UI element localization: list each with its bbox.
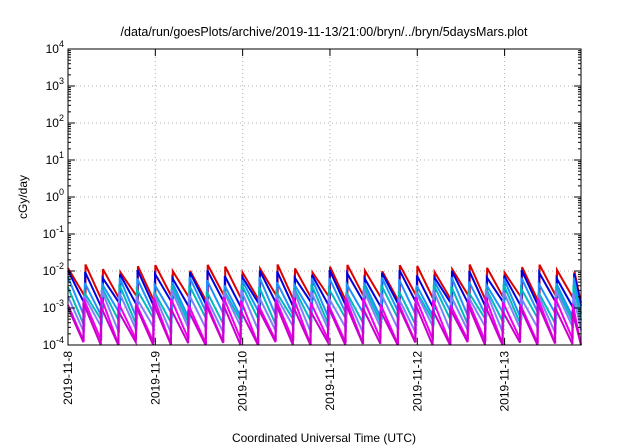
x-tick-label: 2019-11-11 [323, 351, 337, 411]
y-axis-label: cGy/day [16, 175, 30, 219]
y-tick-label: 104 [46, 39, 64, 56]
x-axis-label: Coordinated Universal Time (UTC) [232, 431, 416, 445]
y-tick-label: 10-1 [43, 224, 64, 241]
x-tick-label: 2019-11-12 [410, 351, 424, 412]
y-tick-label: 100 [46, 187, 64, 204]
y-tick-label: 10-2 [43, 261, 64, 278]
x-tick-label: 2019-11-8 [61, 351, 75, 405]
series-line [67, 302, 582, 347]
series-group [67, 264, 582, 347]
y-tick-label: 10-4 [43, 335, 64, 352]
y-tick-label: 101 [46, 150, 64, 167]
x-tick-label: 2019-11-10 [236, 351, 250, 412]
y-tick-label: 102 [46, 113, 64, 130]
x-tick-label: 2019-11-9 [148, 351, 162, 405]
y-tick-label: 103 [46, 76, 64, 93]
x-axis: 2019-11-8 2019-11-9 2019-11-10 2019-11-11 20… [61, 49, 512, 412]
chart-title: /data/run/goesPlots/archive/2019-11-13/2… [121, 25, 528, 39]
y-tick-label: 10-3 [43, 298, 64, 315]
x-tick-label: 2019-11-13 [498, 351, 512, 412]
